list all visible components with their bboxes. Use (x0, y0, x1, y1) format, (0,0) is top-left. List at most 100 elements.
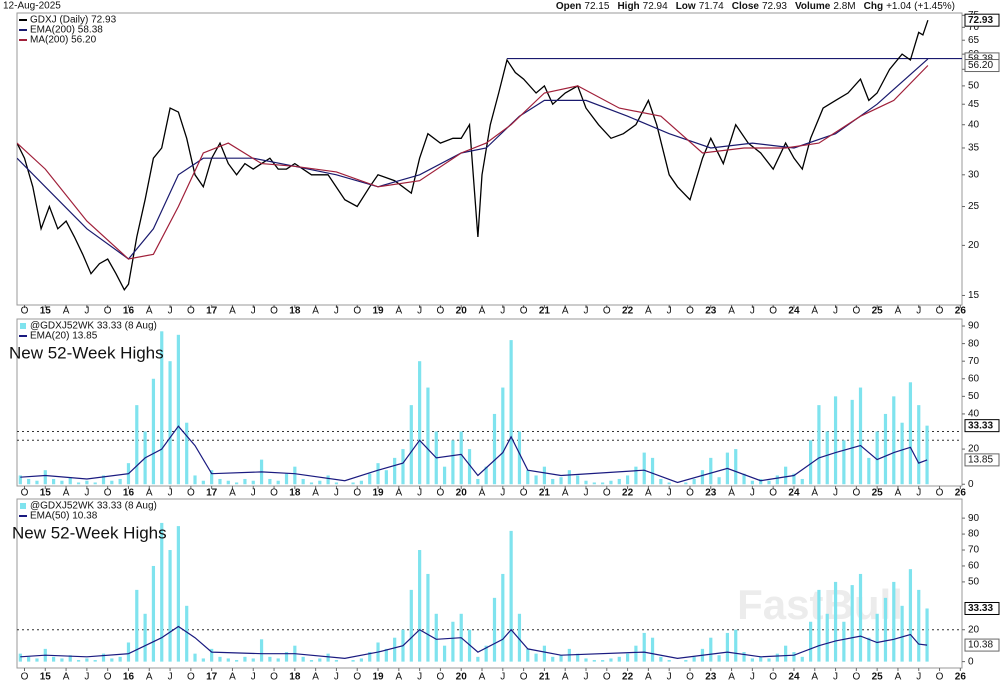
x-tick-label: 15 (40, 672, 52, 683)
bar (451, 440, 455, 485)
bar (900, 422, 904, 485)
bar (160, 522, 164, 662)
x-tick-label: J (417, 488, 422, 499)
bar (251, 480, 255, 485)
bar (867, 457, 871, 485)
x-tick-label: 21 (539, 306, 551, 317)
bar (709, 637, 713, 662)
bar (409, 589, 413, 662)
bar (176, 526, 180, 662)
bar (409, 405, 413, 485)
x-tick-label: O (437, 488, 445, 499)
bar (309, 660, 314, 662)
bar (809, 621, 813, 662)
bar (76, 660, 81, 662)
stat-value: 71.74 (699, 1, 724, 12)
bar (692, 656, 696, 662)
bar (925, 608, 929, 662)
bar (850, 585, 854, 662)
bar (650, 637, 655, 662)
bar (476, 656, 480, 662)
bar (492, 413, 497, 485)
x-tick-label: 20 (456, 306, 468, 317)
bar (625, 475, 630, 485)
bar (318, 480, 322, 485)
x-tick-label: O (21, 488, 29, 499)
bar (667, 660, 671, 662)
bar (434, 613, 438, 662)
bar (517, 613, 522, 662)
stat-label: High (617, 1, 639, 12)
panel-frame (16, 318, 963, 487)
bar (517, 431, 522, 485)
value-tag (964, 59, 1000, 73)
y-tick-label: 90 (968, 321, 980, 332)
x-tick-label: J (750, 672, 755, 683)
legend-label: EMA(200) 58.38 (30, 25, 103, 36)
x-tick-label: J (750, 488, 755, 499)
x-tick-label: 16 (123, 672, 135, 683)
bar (717, 655, 721, 662)
bar (301, 478, 305, 485)
value-tag (964, 419, 1000, 433)
x-tick-label: 26 (955, 488, 967, 499)
bar (817, 405, 821, 485)
bar (210, 470, 214, 485)
x-tick-label: A (229, 672, 236, 683)
x-tick-label: A (645, 672, 652, 683)
x-tick-label: O (353, 306, 361, 317)
x-tick-label: O (21, 672, 29, 683)
bar (883, 413, 888, 485)
plot-area (17, 331, 962, 485)
annotation: New 52-Week Highs (9, 343, 164, 362)
x-tick-label: J (667, 488, 672, 499)
bar (235, 660, 239, 662)
bar (559, 477, 563, 485)
bar (734, 629, 738, 662)
bar (650, 457, 655, 485)
bar (750, 480, 754, 485)
bar (542, 645, 547, 662)
y-tick-label: 35 (968, 143, 980, 154)
bar (925, 425, 929, 485)
stat-label: Open (556, 1, 582, 12)
y-tick-label: 70 (968, 545, 980, 556)
x-tick-label: O (21, 306, 29, 317)
bar (101, 475, 106, 485)
x-tick-label: A (395, 488, 402, 499)
x-tick-label: A (312, 488, 319, 499)
x-tick-label: J (417, 672, 422, 683)
bar (185, 605, 189, 662)
y-tick-label: 70 (968, 22, 980, 33)
bar (168, 550, 172, 662)
x-tick-label: 17 (206, 672, 218, 683)
line (20, 625, 928, 660)
bar (235, 482, 239, 485)
x-tick-label: J (583, 488, 588, 499)
x-tick-label: J (334, 488, 339, 499)
bar (534, 475, 538, 485)
bar (667, 482, 671, 485)
bar (68, 477, 72, 485)
y-tick-label: 0 (968, 656, 974, 667)
x-tick-label: O (936, 488, 944, 499)
bar (509, 530, 513, 662)
line (20, 425, 928, 484)
bar (251, 658, 255, 662)
x-tick-label: 21 (539, 672, 551, 683)
x-tick-label: O (686, 672, 694, 683)
bar (293, 466, 297, 485)
bar (43, 470, 47, 485)
bar (659, 478, 663, 485)
bar (542, 466, 547, 485)
bar (426, 573, 430, 662)
x-tick-label: O (270, 488, 278, 499)
legend-label: EMA(20) 13.85 (30, 331, 98, 342)
x-tick-label: 26 (955, 306, 967, 317)
bar (509, 340, 513, 485)
bar (334, 660, 339, 662)
x-tick-label: A (562, 672, 569, 683)
bar (201, 658, 205, 662)
x-tick-label: 15 (40, 488, 52, 499)
bar (642, 632, 646, 662)
